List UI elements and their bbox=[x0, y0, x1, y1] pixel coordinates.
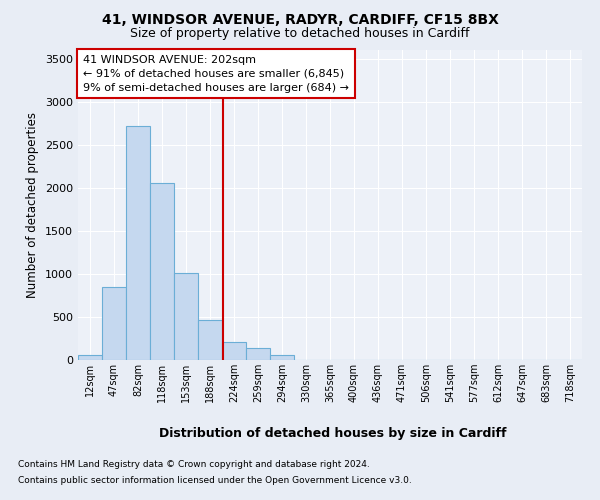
Bar bbox=[198, 320, 222, 360]
Text: Size of property relative to detached houses in Cardiff: Size of property relative to detached ho… bbox=[130, 28, 470, 40]
Bar bbox=[126, 126, 150, 360]
Bar bbox=[174, 273, 198, 360]
Bar bbox=[222, 342, 246, 360]
Bar bbox=[246, 348, 270, 360]
Text: Distribution of detached houses by size in Cardiff: Distribution of detached houses by size … bbox=[159, 428, 507, 440]
Text: 41, WINDSOR AVENUE, RADYR, CARDIFF, CF15 8BX: 41, WINDSOR AVENUE, RADYR, CARDIFF, CF15… bbox=[101, 12, 499, 26]
Bar bbox=[78, 356, 102, 360]
Bar bbox=[150, 182, 174, 360]
Text: Contains public sector information licensed under the Open Government Licence v3: Contains public sector information licen… bbox=[18, 476, 412, 485]
Bar bbox=[270, 355, 294, 360]
Bar bbox=[102, 287, 126, 360]
Text: 41 WINDSOR AVENUE: 202sqm
← 91% of detached houses are smaller (6,845)
9% of sem: 41 WINDSOR AVENUE: 202sqm ← 91% of detac… bbox=[83, 54, 349, 92]
Y-axis label: Number of detached properties: Number of detached properties bbox=[26, 112, 40, 298]
Text: Contains HM Land Registry data © Crown copyright and database right 2024.: Contains HM Land Registry data © Crown c… bbox=[18, 460, 370, 469]
